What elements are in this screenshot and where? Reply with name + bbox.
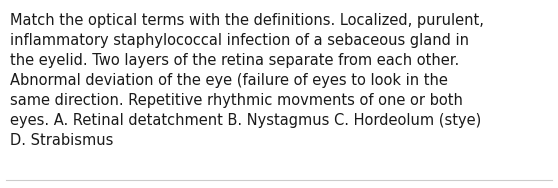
Text: Match the optical terms with the definitions. Localized, purulent,
inflammatory : Match the optical terms with the definit… xyxy=(10,13,484,148)
